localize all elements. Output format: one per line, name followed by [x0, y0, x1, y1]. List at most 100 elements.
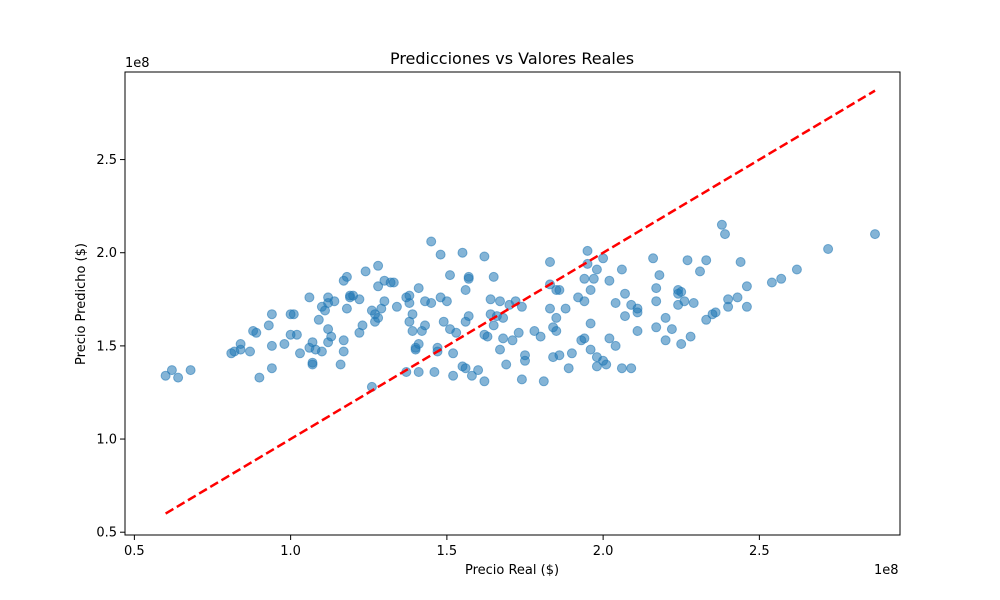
data-point	[373, 312, 384, 323]
y-tick-label: 2.5	[96, 153, 117, 168]
y-axis-ticks: 0.5 1.0 1.5 2.0 2.5	[96, 153, 125, 541]
data-point	[488, 320, 499, 331]
y-tick-label: 1.0	[96, 433, 117, 448]
data-point	[435, 249, 446, 260]
data-point	[338, 346, 349, 357]
data-point	[251, 327, 262, 338]
data-point	[604, 333, 615, 344]
reference-line-layer	[164, 89, 876, 515]
reference-line	[164, 89, 876, 515]
data-point	[295, 348, 305, 359]
data-points	[160, 219, 880, 392]
data-point	[710, 307, 721, 318]
x-tick-label: 2.0	[593, 544, 614, 559]
data-point	[338, 335, 349, 346]
x-tick-label: 0.5	[124, 544, 145, 559]
data-point	[448, 348, 459, 359]
data-point	[451, 327, 462, 338]
data-point	[498, 333, 509, 344]
data-point	[448, 370, 459, 381]
data-point	[660, 312, 671, 323]
plot-frame	[124, 71, 901, 536]
data-point	[741, 301, 752, 312]
data-point	[660, 335, 671, 346]
data-point	[429, 367, 440, 377]
data-point	[379, 296, 390, 307]
data-point	[495, 296, 505, 307]
data-point	[388, 277, 399, 288]
data-point	[485, 294, 496, 305]
data-point	[585, 318, 596, 329]
data-point	[482, 331, 493, 342]
data-point	[426, 298, 437, 308]
data-point	[488, 271, 499, 282]
data-point	[535, 331, 546, 342]
data-point	[254, 372, 265, 383]
data-point	[516, 374, 527, 385]
chart-title: Predicciones vs Valores Reales	[390, 49, 634, 68]
data-point	[373, 260, 384, 271]
data-point	[545, 257, 555, 267]
data-point	[579, 296, 590, 307]
data-point	[354, 294, 365, 305]
data-point	[166, 365, 177, 376]
data-point	[554, 350, 565, 361]
data-point	[460, 285, 471, 295]
data-point	[591, 361, 602, 372]
data-point	[463, 271, 474, 282]
data-point	[601, 359, 612, 370]
data-point	[676, 339, 687, 349]
x-offset-label: 1e8	[874, 563, 899, 578]
data-point	[513, 327, 524, 338]
data-point	[791, 264, 802, 275]
data-point	[682, 255, 693, 266]
data-point	[457, 247, 468, 258]
data-point	[688, 298, 699, 308]
data-point	[266, 340, 277, 351]
data-point	[538, 376, 549, 387]
data-point	[266, 309, 277, 320]
data-point	[413, 283, 424, 294]
data-point	[579, 333, 590, 344]
data-point	[316, 346, 327, 357]
data-point	[716, 219, 727, 230]
data-point	[501, 359, 512, 370]
data-point	[413, 339, 424, 349]
data-point	[723, 301, 734, 312]
data-point	[516, 301, 527, 312]
data-point	[651, 322, 662, 333]
data-point	[632, 326, 643, 336]
y-tick-label: 2.0	[96, 246, 117, 261]
data-point	[507, 335, 518, 346]
data-point	[588, 273, 599, 284]
data-point	[185, 365, 196, 376]
data-point	[823, 244, 834, 254]
data-point	[341, 303, 352, 314]
data-point	[357, 320, 368, 331]
data-point	[776, 273, 787, 284]
data-point	[679, 296, 690, 307]
data-point	[632, 307, 643, 318]
data-point	[407, 326, 418, 336]
data-point	[616, 264, 627, 275]
data-point	[598, 253, 609, 264]
data-point	[701, 314, 712, 325]
data-point	[620, 311, 630, 322]
y-offset-label: 1e8	[125, 56, 150, 71]
x-tick-label: 1.0	[280, 544, 301, 559]
data-point	[585, 285, 596, 295]
data-point	[735, 257, 746, 267]
data-point	[648, 253, 659, 264]
data-point	[520, 350, 530, 361]
data-point	[279, 339, 290, 349]
data-point	[701, 255, 712, 266]
data-point	[313, 314, 324, 325]
data-point	[266, 363, 277, 374]
data-point	[307, 359, 318, 370]
data-point	[626, 363, 637, 374]
data-point	[551, 312, 562, 323]
data-point	[335, 359, 346, 370]
data-point	[479, 251, 490, 262]
data-point	[554, 285, 565, 295]
data-point	[620, 288, 630, 299]
